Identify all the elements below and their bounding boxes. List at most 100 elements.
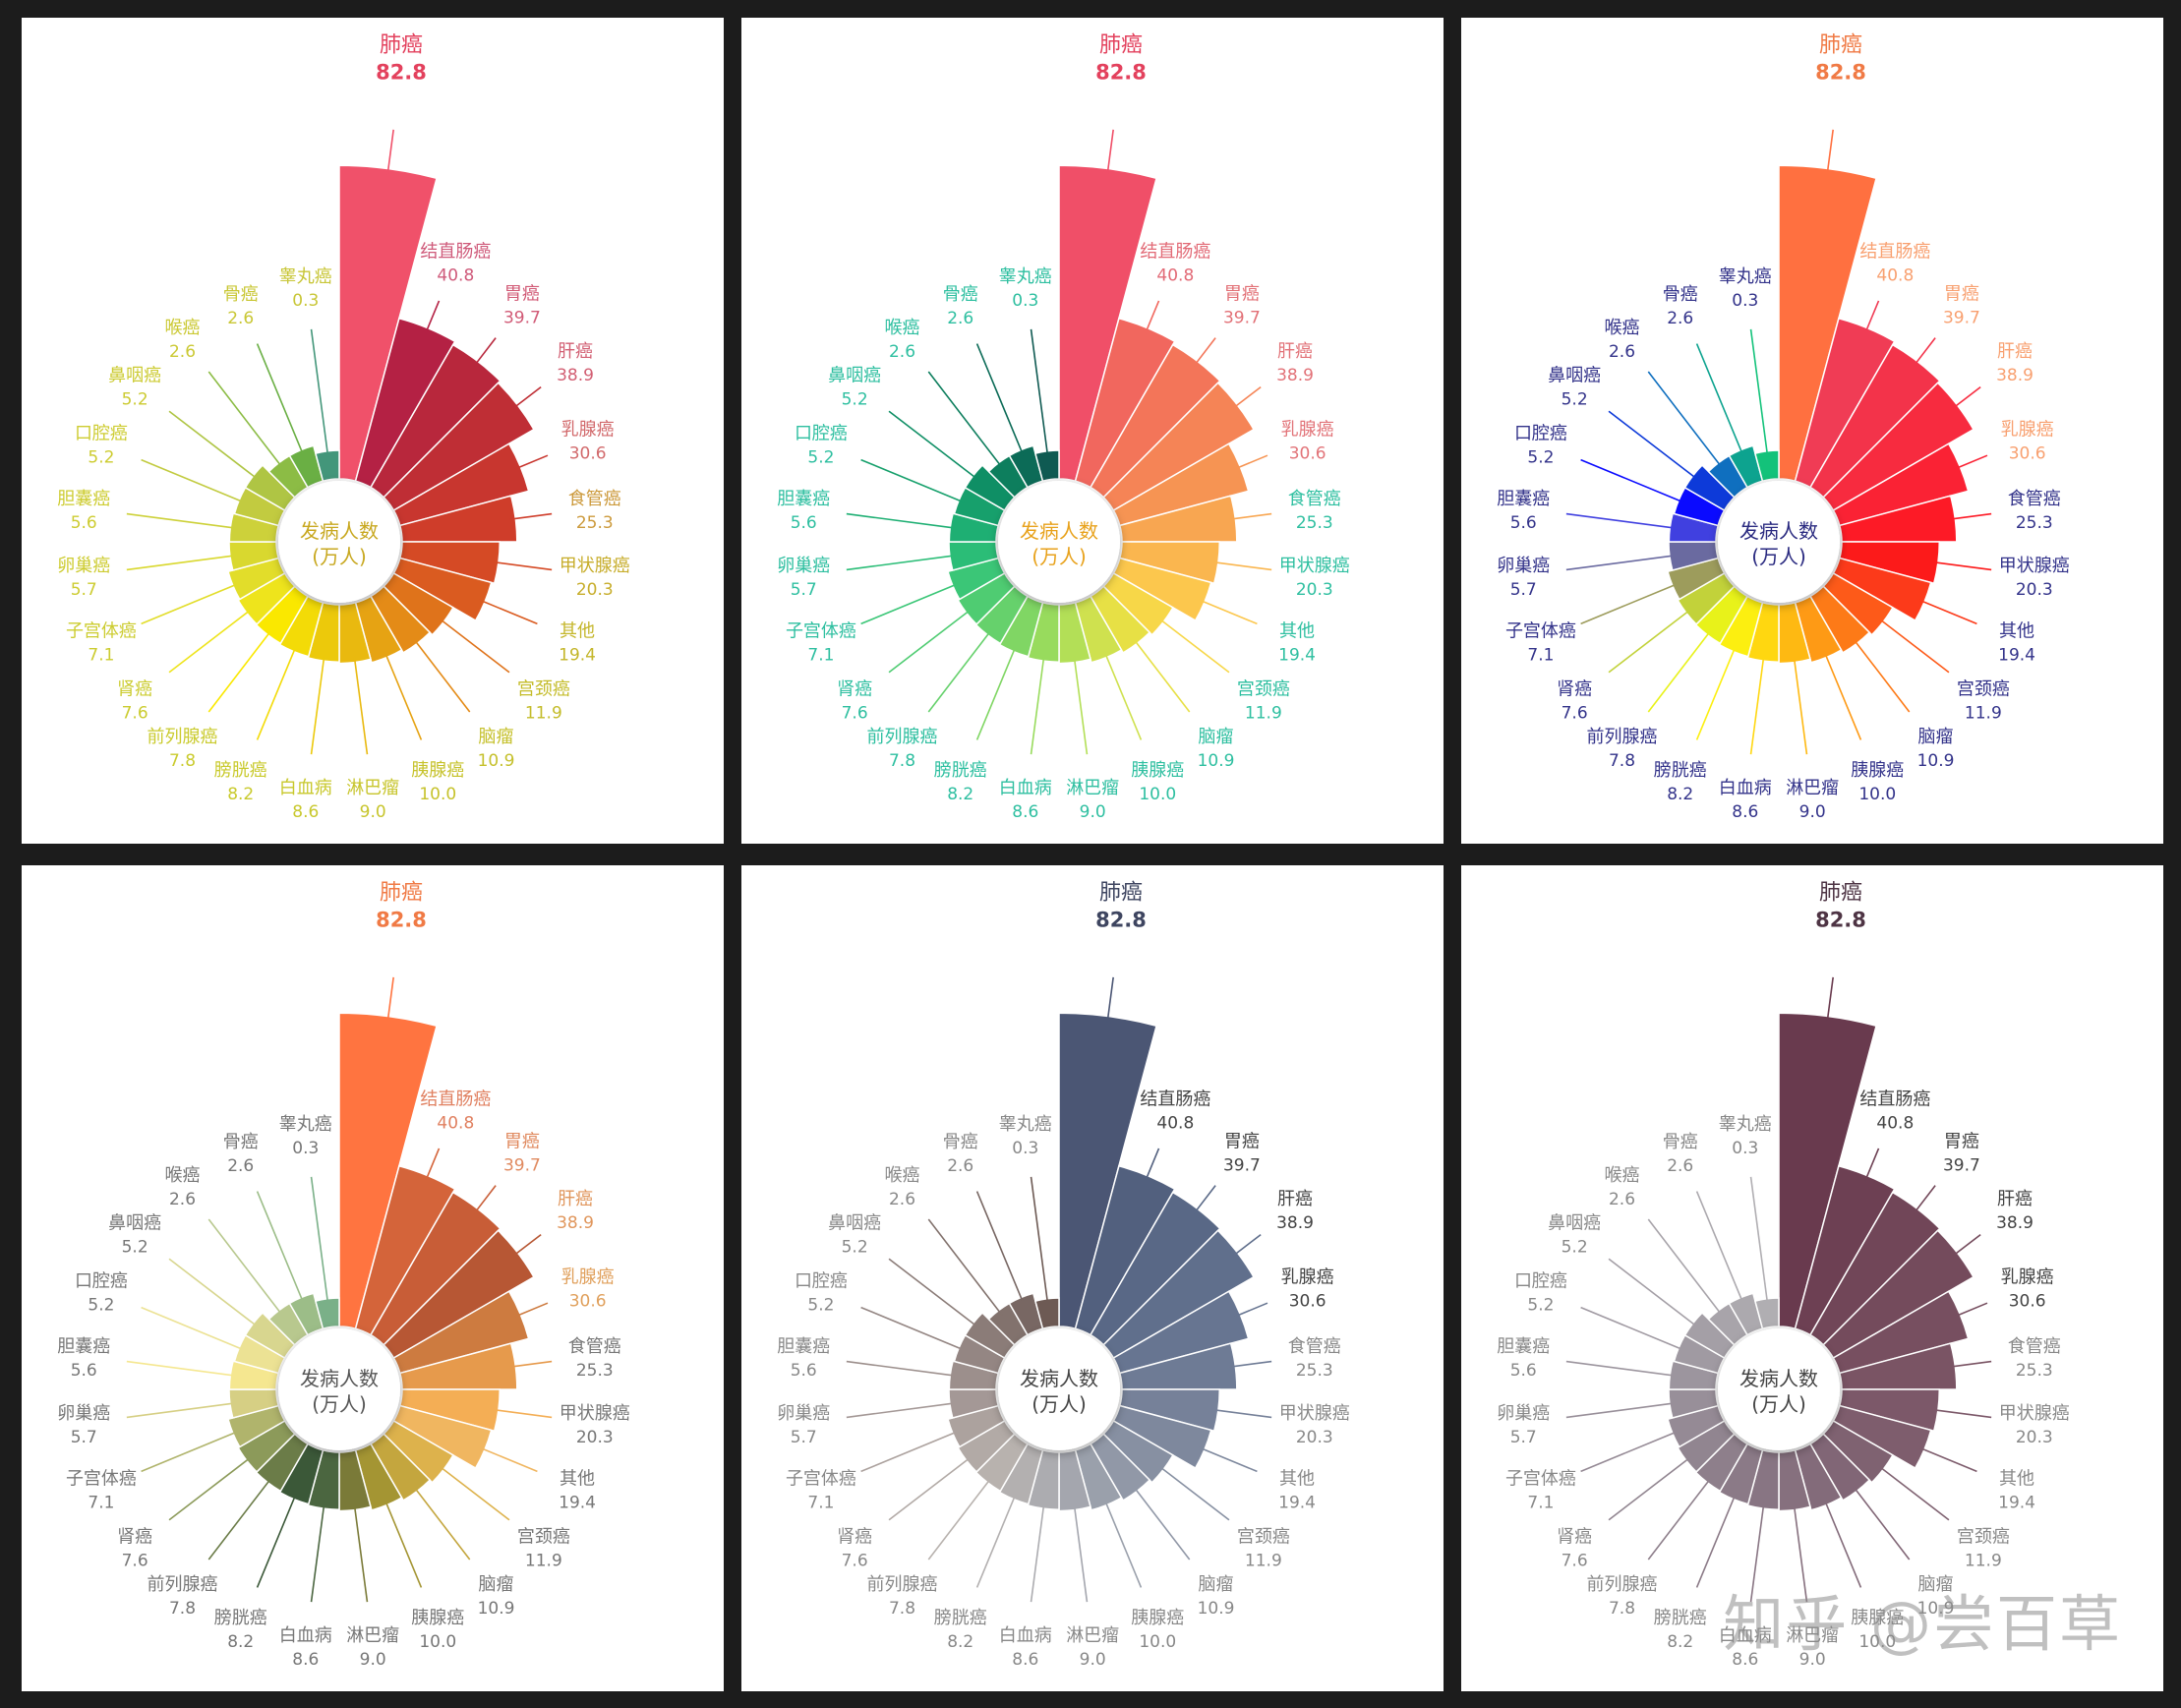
label-name: 肺癌: [1819, 32, 1862, 57]
label-value: 30.6: [1289, 443, 1326, 463]
leader-line: [1580, 1430, 1679, 1473]
leader-line: [424, 1148, 441, 1182]
label-name: 宫颈癌: [1237, 1526, 1290, 1547]
leader-line: [888, 608, 973, 674]
label-value: 7.6: [122, 703, 148, 723]
center-circle: [998, 1328, 1120, 1450]
label-value: 11.9: [1965, 703, 2002, 723]
label-name: 食管癌: [568, 1336, 621, 1357]
bar-食管癌: [1838, 495, 1958, 543]
label-name: 乳腺癌: [561, 419, 615, 440]
label-value: 39.7: [1223, 1156, 1261, 1176]
leader-line: [256, 343, 305, 456]
label-name: 骨癌: [943, 1132, 978, 1152]
label-name: 乳腺癌: [1281, 419, 1334, 440]
label-name: 膀胱癌: [1654, 1608, 1707, 1628]
label-value: 0.3: [1012, 291, 1038, 311]
leader-line: [927, 1218, 1003, 1317]
label-name: 喉癌: [165, 1165, 201, 1186]
label-value: 40.8: [1156, 1113, 1194, 1133]
label-value: 40.8: [437, 1113, 474, 1133]
leader-line: [1199, 599, 1258, 625]
label-value: 2.6: [889, 1190, 915, 1209]
leader-line: [438, 618, 510, 674]
label-name: 宫颈癌: [1957, 1526, 2010, 1547]
label-value: 7.8: [889, 751, 915, 771]
polar-bar-chart: 肺癌 82.8 结直肠癌 40.8 胃癌 39.7 肝癌 38.9 乳腺癌 30.6 食管癌 25.3…: [1497, 32, 2070, 822]
chart-panel-4: 肺癌 82.8 结直肠癌 40.8 胃癌 39.7 肝癌 38.9 乳腺癌 30.6 食管癌 25.3…: [22, 865, 724, 1691]
leader-line: [1030, 655, 1045, 755]
bar-肺癌: [338, 1012, 438, 1330]
bar-睾丸癌: [1753, 449, 1780, 483]
label-value: 0.3: [1012, 1139, 1038, 1158]
center-label: 发病人数: [300, 1367, 379, 1390]
leader-line: [1647, 1477, 1712, 1561]
bar-胆囊癌: [228, 512, 280, 543]
bar-肝癌: [1102, 1229, 1255, 1360]
bar-脑瘤: [369, 585, 432, 654]
watermark: 知乎 @尝百草: [1723, 1588, 2122, 1660]
leader-line: [1103, 651, 1143, 740]
label-value: 5.2: [1527, 448, 1554, 468]
bar-肝癌: [383, 382, 535, 512]
label-value: 5.6: [71, 513, 97, 533]
label-value: 2.6: [889, 342, 915, 362]
bar-脑瘤: [1808, 1433, 1871, 1502]
label-name: 结直肠癌: [1859, 241, 1930, 262]
label-value: 9.0: [1799, 1650, 1826, 1670]
leader-line: [413, 638, 471, 713]
label-name: 其他: [560, 1468, 595, 1489]
label-name: 膀胱癌: [214, 760, 267, 781]
label-name: 卵巢癌: [1497, 556, 1550, 576]
label-name: 脑瘤: [1198, 1574, 1233, 1595]
label-value: 19.4: [559, 645, 596, 665]
leader-line: [1954, 454, 1988, 470]
bar-骨癌: [1728, 444, 1764, 489]
leader-line: [141, 1430, 239, 1473]
label-value: 9.0: [1080, 1650, 1106, 1670]
leader-line: [1565, 555, 1676, 571]
leader-line: [1853, 638, 1911, 713]
bar-淋巴瘤: [1058, 1448, 1091, 1512]
label-name: 肝癌: [1997, 341, 2033, 362]
label-name: 淋巴瘤: [346, 1625, 399, 1646]
label-name: 口腔癌: [75, 1271, 128, 1292]
label-value: 7.8: [1609, 751, 1635, 771]
leader-line: [1918, 599, 1977, 625]
label-name: 食管癌: [1288, 489, 1341, 509]
label-name: 肾癌: [1557, 1526, 1592, 1547]
label-value: 39.7: [1943, 309, 1980, 328]
bar-胰腺癌: [1074, 595, 1123, 664]
label-value: 5.7: [71, 1428, 97, 1447]
label-value: 9.0: [360, 1650, 386, 1670]
bar-宫颈癌: [383, 571, 454, 636]
bar-胃癌: [1808, 1191, 1941, 1346]
leader-line: [1229, 512, 1272, 520]
label-value: 5.2: [122, 390, 148, 410]
label-value: 2.6: [1609, 1190, 1635, 1209]
leader-line: [383, 651, 423, 740]
leader-line: [514, 1302, 549, 1318]
label-name: 肺癌: [1099, 32, 1143, 57]
leader-line: [1193, 337, 1216, 367]
label-name: 食管癌: [568, 489, 621, 509]
bar-甲状腺癌: [1838, 541, 1941, 585]
leader-line: [1232, 385, 1262, 410]
label-name: 食管癌: [2008, 1336, 2061, 1357]
label-name: 卵巢癌: [57, 556, 110, 576]
bar-膀胱癌: [998, 595, 1044, 658]
label-name: 胃癌: [504, 284, 540, 305]
label-value: 5.2: [122, 1238, 148, 1258]
bar-乳腺癌: [1832, 1290, 1970, 1375]
label-value: 39.7: [503, 309, 541, 328]
label-name: 脑瘤: [478, 1574, 513, 1595]
bar-胃癌: [1808, 343, 1941, 499]
label-value: 82.8: [1095, 60, 1147, 84]
label-value: 7.1: [88, 1493, 114, 1512]
label-value: 25.3: [1296, 513, 1333, 533]
label-value: 8.6: [292, 802, 319, 822]
label-value: 5.2: [88, 448, 114, 468]
bar-胆囊癌: [228, 1360, 280, 1390]
label-value: 9.0: [1799, 802, 1826, 822]
label-value: 20.3: [2016, 580, 2053, 600]
